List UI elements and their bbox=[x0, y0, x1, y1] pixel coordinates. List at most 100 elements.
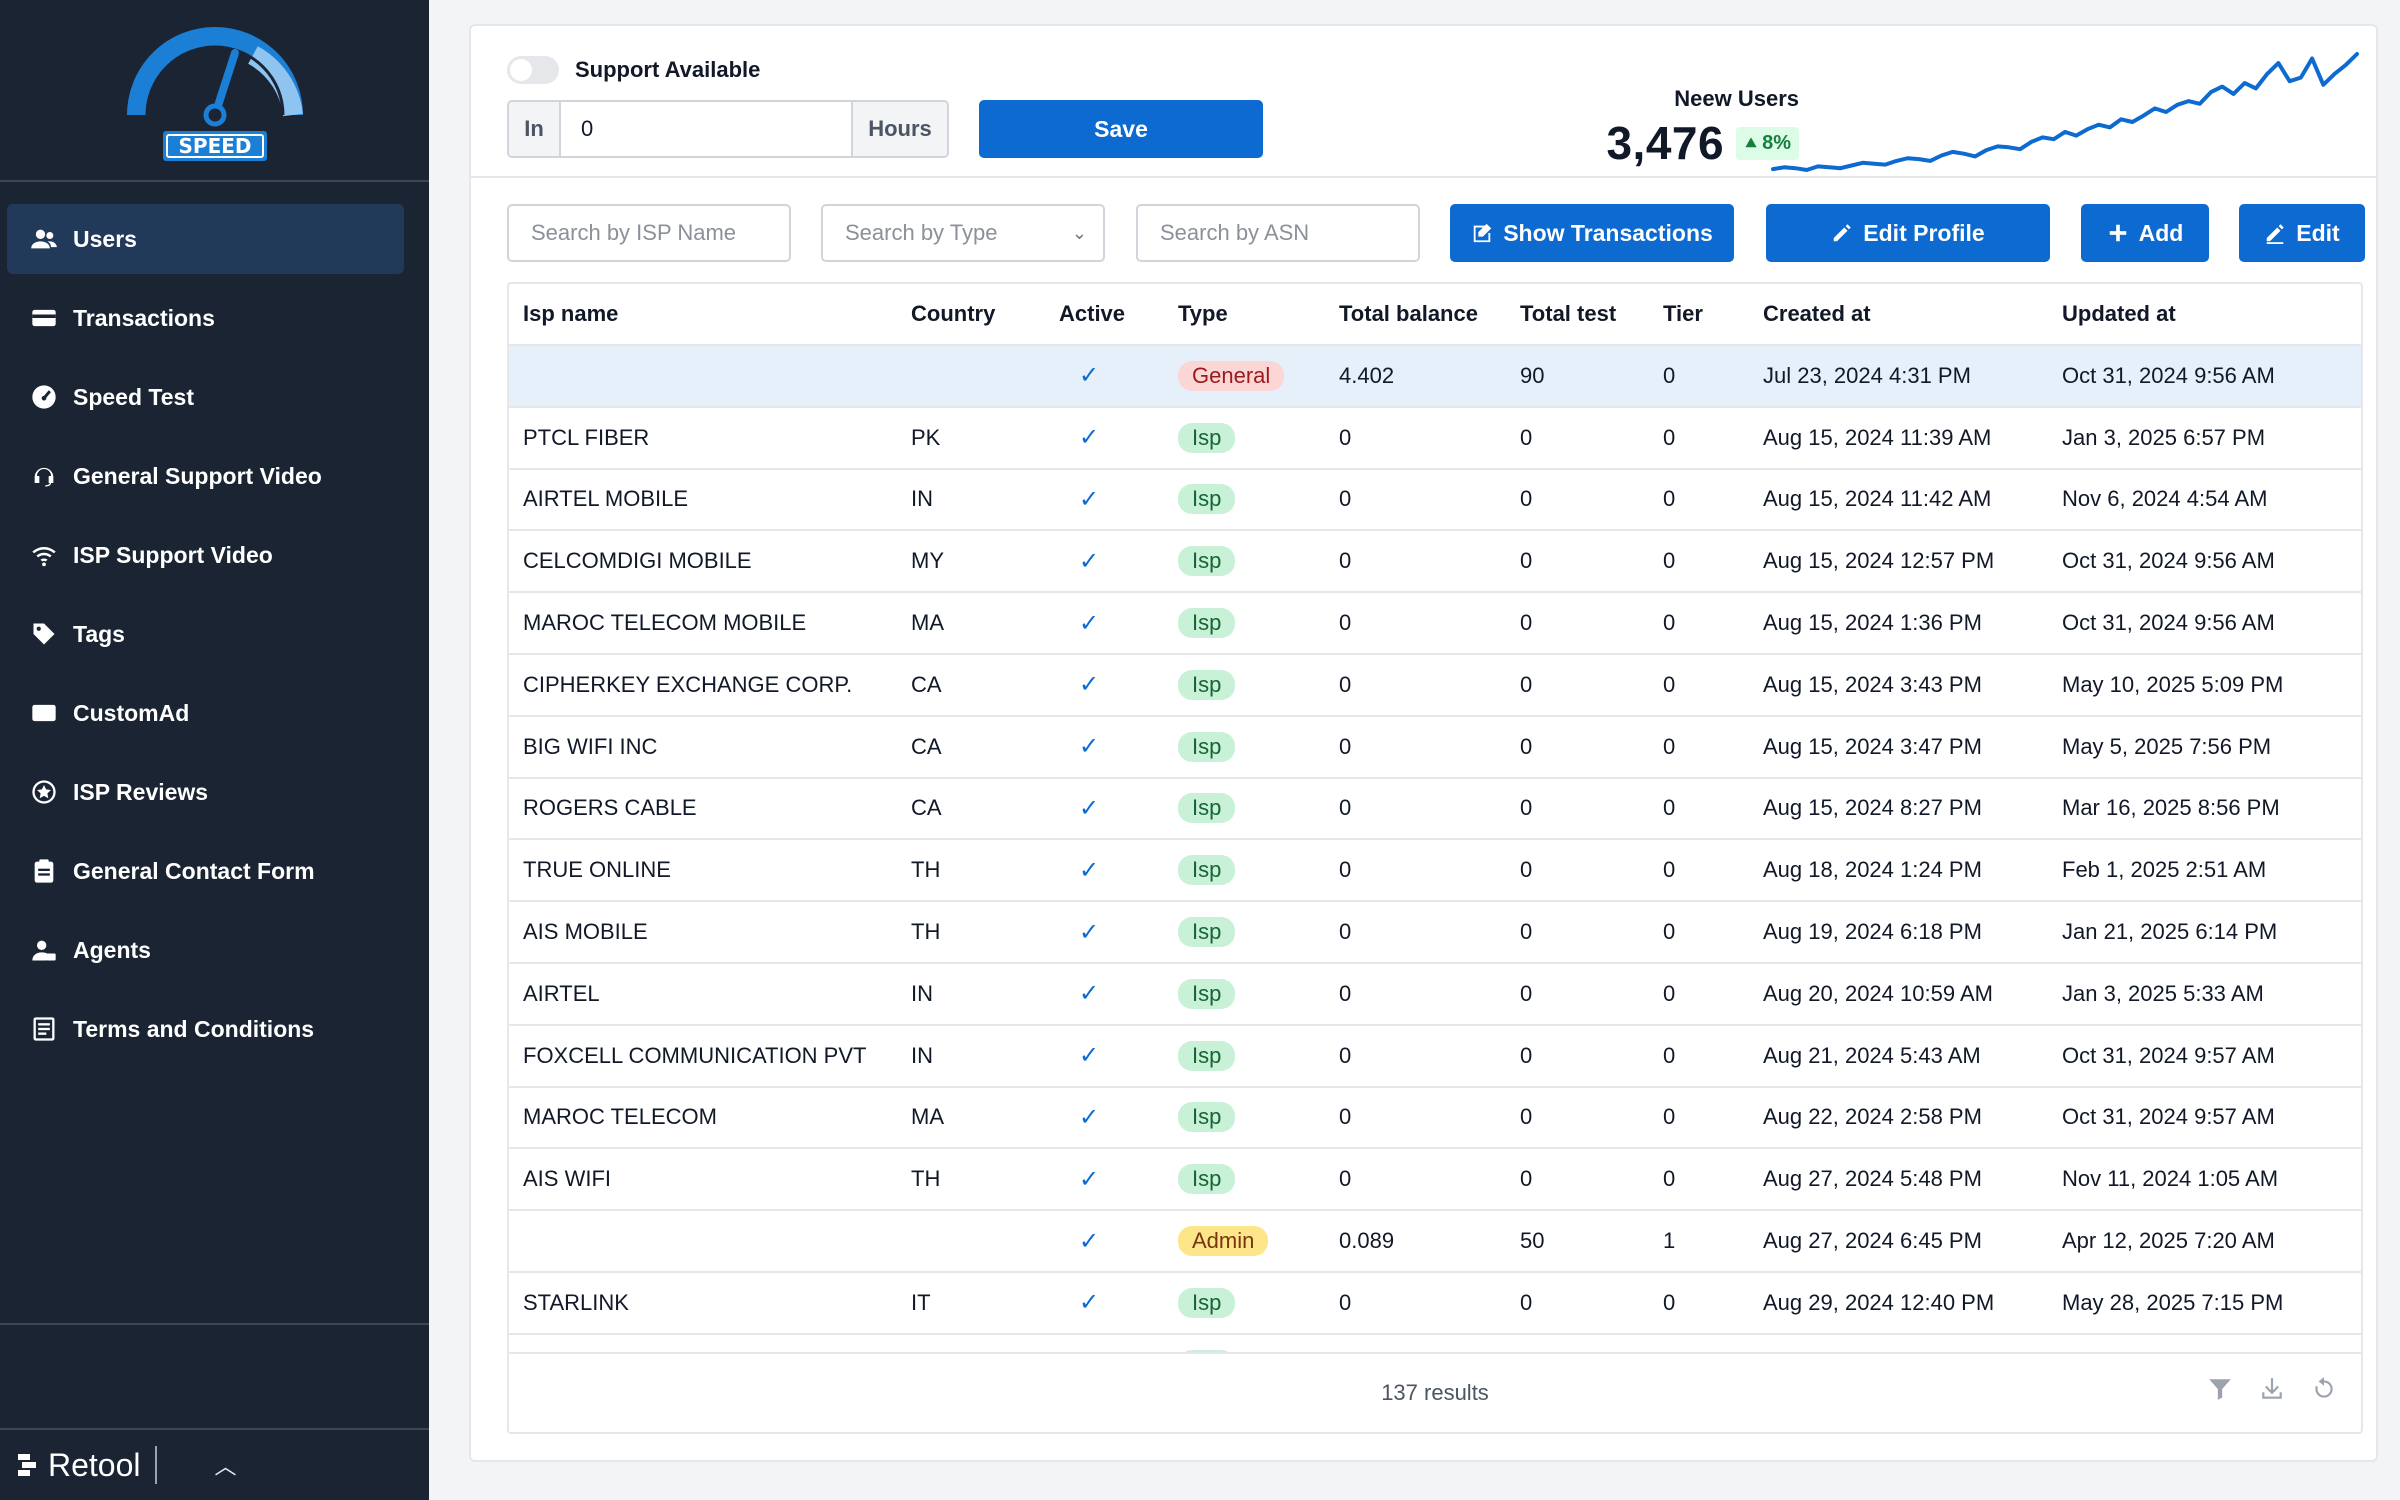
edit-button[interactable]: Edit bbox=[2239, 204, 2365, 262]
table-row[interactable]: CELCOMDIGI MOBILE MY ✓ Isp 0 0 0 Aug 15, 2024 1… bbox=[509, 531, 2361, 594]
sidebar-item-speed-test[interactable]: Speed Test bbox=[7, 362, 404, 432]
type-badge: Isp bbox=[1178, 1164, 1236, 1195]
column-header[interactable]: Tier bbox=[1663, 301, 1703, 326]
hours-input[interactable]: 0 bbox=[581, 116, 594, 141]
isp-name-cell: MAROC TELECOM bbox=[523, 1104, 717, 1130]
tier-cell: 0 bbox=[1663, 1166, 1676, 1192]
column-header[interactable]: Type bbox=[1178, 301, 1228, 326]
country-cell: CA bbox=[911, 671, 942, 697]
save-button[interactable]: Save bbox=[979, 100, 1263, 158]
table-row[interactable]: STARLINK IT ✓ Isp 0 0 0 Aug 29, 2024 12:40 PM Ma… bbox=[509, 1273, 2361, 1335]
refresh-icon[interactable] bbox=[2311, 1376, 2337, 1402]
edit-profile-button[interactable]: Edit Profile bbox=[1766, 204, 2050, 262]
checkmark-icon: ✓ bbox=[1079, 856, 1100, 884]
retool-icon bbox=[18, 1454, 36, 1476]
updated-at-cell: Mar 16, 2025 8:56 PM bbox=[2062, 795, 2280, 821]
sidebar-item-isp-support-video[interactable]: ISP Support Video bbox=[7, 520, 404, 590]
chevron-up-icon[interactable]: ︿ bbox=[214, 1454, 237, 1479]
column-header[interactable]: Total test bbox=[1520, 301, 1617, 326]
support-available-toggle[interactable] bbox=[507, 56, 559, 84]
tier-cell: 0 bbox=[1663, 733, 1676, 759]
total-test-cell: 0 bbox=[1520, 548, 1533, 574]
new-users-stat: Neew Users 3,476 8% bbox=[1531, 86, 1799, 170]
search-isp-name-input[interactable]: Search by ISP Name bbox=[507, 204, 791, 262]
agent-icon bbox=[29, 935, 59, 965]
sidebar-item-terms-and-conditions[interactable]: Terms and Conditions bbox=[7, 994, 404, 1064]
isp-name-cell: FOXCELL COMMUNICATION PVT bbox=[523, 1042, 867, 1068]
show-transactions-button[interactable]: Show Transactions bbox=[1450, 204, 1734, 262]
country-cell: IN bbox=[911, 1042, 933, 1068]
column-header[interactable]: Total balance bbox=[1339, 301, 1478, 326]
new-users-sparkline bbox=[1771, 52, 2359, 172]
table-row[interactable]: MAROC TELECOM MA ✓ Isp 0 0 0 Aug 22, 2024 2:58 … bbox=[509, 1088, 2361, 1150]
credit-card-icon bbox=[29, 303, 59, 333]
results-count: 137 results bbox=[1381, 1380, 1489, 1405]
type-cell: Isp bbox=[1164, 978, 1325, 1009]
active-cell: ✓ bbox=[1045, 918, 1164, 947]
sidebar-item-agents[interactable]: Agents bbox=[7, 915, 404, 985]
table-row[interactable]: AIRTEL MOBILE IN ✓ Isp 0 0 0 Aug 15, 2024 11:42… bbox=[509, 470, 2361, 532]
total-test-cell: 0 bbox=[1520, 733, 1533, 759]
sidebar-footer: Retool ︿ bbox=[0, 1428, 429, 1500]
sparkline-series bbox=[1771, 52, 2359, 172]
column-header[interactable]: Updated at bbox=[2062, 301, 2176, 326]
column-header[interactable]: Active bbox=[1059, 301, 1126, 326]
sidebar-item-transactions[interactable]: Transactions bbox=[7, 283, 404, 353]
retool-logo[interactable]: Retool bbox=[18, 1447, 141, 1484]
isp-name-cell: CIPHERKEY EXCHANGE CORP. bbox=[523, 671, 853, 697]
sidebar-item-general-contact-form[interactable]: General Contact Form bbox=[7, 836, 404, 906]
sidebar-item-general-support-video[interactable]: General Support Video bbox=[7, 441, 404, 511]
column-header[interactable]: Country bbox=[911, 301, 996, 326]
table-row[interactable]: ROGERS CABLE CA ✓ Isp 0 0 0 Aug 15, 2024 8:27 P… bbox=[509, 779, 2361, 841]
tier-cell: 0 bbox=[1663, 548, 1676, 574]
table-row[interactable]: BIG WIFI INC CA ✓ Isp 0 0 0 Aug 15, 2024 3:47 P… bbox=[509, 717, 2361, 779]
table-row[interactable]: FOXCELL COMMUNICATION PVT IN ✓ Isp 0 0 0 Aug 21… bbox=[509, 1026, 2361, 1088]
created-at-cell: Aug 15, 2024 8:27 PM bbox=[1763, 795, 1982, 821]
tier-cell: 0 bbox=[1663, 362, 1676, 388]
edit-list-icon bbox=[1473, 223, 1492, 243]
type-badge: Isp bbox=[1178, 731, 1236, 762]
table-row[interactable]: AIS MOBILE TH ✓ Isp 0 0 0 Aug 19, 2024 6:18 PM J… bbox=[509, 902, 2361, 964]
sidebar-item-users[interactable]: Users bbox=[7, 204, 404, 274]
table-row[interactable]: PTCL FIBER PK ✓ Isp 0 0 0 Aug 15, 2024 11:39 AM… bbox=[509, 408, 2361, 470]
country-cell: IN bbox=[911, 980, 933, 1006]
footer-divider bbox=[154, 1446, 157, 1484]
isp-name-cell: ROGERS CABLE bbox=[523, 795, 697, 821]
active-cell: ✓ bbox=[1045, 670, 1164, 699]
checkmark-icon: ✓ bbox=[1079, 609, 1100, 637]
plus-icon bbox=[2109, 224, 2126, 242]
created-at-cell: Aug 19, 2024 6:18 PM bbox=[1763, 919, 1982, 945]
type-cell: Isp bbox=[1164, 669, 1325, 700]
sidebar-item-isp-reviews[interactable]: ISP Reviews bbox=[7, 757, 404, 827]
column-header[interactable]: Isp name bbox=[523, 301, 619, 326]
add-button[interactable]: Add bbox=[2081, 204, 2209, 262]
filter-icon[interactable] bbox=[2207, 1376, 2233, 1402]
total-test-cell: 0 bbox=[1520, 919, 1533, 945]
sidebar-item-label: Transactions bbox=[73, 304, 215, 331]
column-header[interactable]: Created at bbox=[1763, 301, 1871, 326]
table-row[interactable]: TRUE ONLINE TH ✓ Isp 0 0 0 Aug 18, 2024 1:24 PM… bbox=[509, 840, 2361, 903]
sidebar-item-tags[interactable]: Tags bbox=[7, 599, 404, 669]
table-row[interactable]: AIS WIFI TH ✓ Isp 0 0 0 Aug 27, 2024 5:48 PM Nov… bbox=[509, 1149, 2361, 1212]
total-balance-cell: 0 bbox=[1339, 424, 1352, 450]
type-badge: Isp bbox=[1178, 855, 1236, 886]
sidebar-item-customad[interactable]: CustomAd bbox=[7, 678, 404, 748]
updated-at-cell: Nov 6, 2024 4:54 AM bbox=[2062, 486, 2268, 512]
sidebar: SPEED Users Transactions Speed Test Gene… bbox=[0, 0, 429, 1500]
table-row[interactable]: AIRTEL IN ✓ Isp 0 0 0 Aug 20, 2024 10:59 AM Jan … bbox=[509, 964, 2361, 1026]
table-row[interactable]: CIPHERKEY EXCHANGE CORP. CA ✓ Isp 0 0 0 Aug 15,… bbox=[509, 655, 2361, 717]
search-asn-input[interactable]: Search by ASN bbox=[1136, 204, 1420, 262]
tier-cell: 0 bbox=[1663, 671, 1676, 697]
search-type-select[interactable]: Search by Type ⌄ bbox=[821, 204, 1105, 262]
updated-at-cell: Oct 31, 2024 9:57 AM bbox=[2062, 1042, 2275, 1068]
country-cell: MA bbox=[911, 610, 944, 636]
table-row[interactable]: MAROC TELECOM MOBILE MA ✓ Isp 0 0 0 Aug 15, 202… bbox=[509, 593, 2361, 655]
download-icon[interactable] bbox=[2259, 1376, 2285, 1402]
support-toggle-row: Support Available bbox=[507, 56, 760, 84]
hours-suffix: Hours bbox=[851, 102, 947, 156]
table-row[interactable]: ✓ General 4.402 90 0 Jul 23, 2024 4:31 PM Oct … bbox=[509, 346, 2361, 408]
country-cell: CA bbox=[911, 733, 942, 759]
checkmark-icon: ✓ bbox=[1079, 794, 1100, 822]
table-row[interactable]: ✓ Admin 0.089 50 1 Aug 27, 2024 6:45 PM Apr 12… bbox=[509, 1211, 2361, 1273]
